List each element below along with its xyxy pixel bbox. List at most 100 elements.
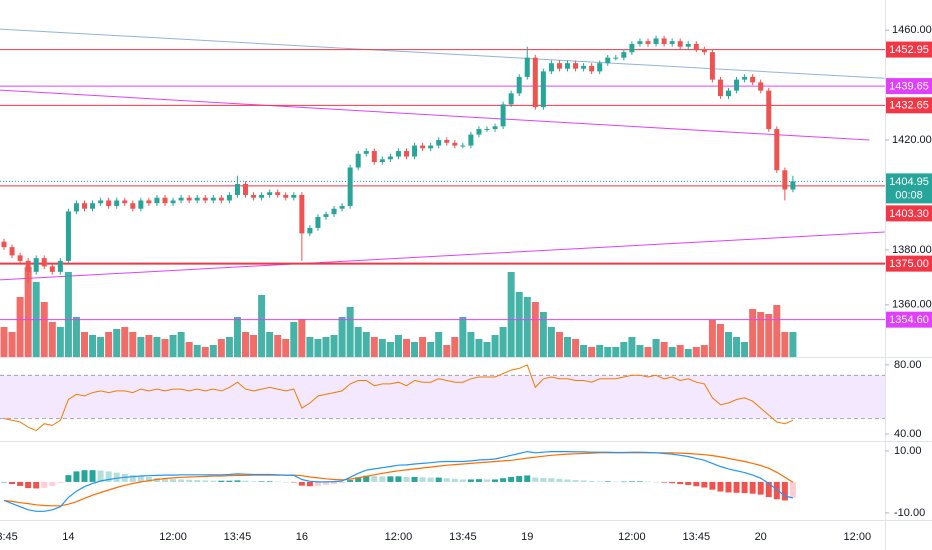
candle-body — [508, 93, 514, 105]
candle-body — [621, 52, 627, 58]
x-tick-label: 12:00 — [159, 531, 187, 543]
macd-histogram-bar — [677, 481, 684, 485]
macd-histogram-bar — [628, 481, 635, 482]
volume-bar — [105, 332, 113, 357]
y-tick-label: 1380.00 — [892, 244, 932, 256]
price-label: 1375.00 — [889, 258, 929, 270]
volume-bar — [169, 335, 177, 357]
candle-body — [717, 79, 723, 97]
volume-bar — [161, 339, 169, 357]
volume-bar — [306, 337, 314, 357]
candle-body — [605, 57, 611, 64]
volume-bar — [338, 317, 346, 357]
trend-line — [0, 89, 870, 141]
candle-body — [790, 181, 796, 190]
volume-bar — [435, 332, 443, 357]
trend-line — [0, 231, 885, 281]
macd-histogram-bar — [387, 476, 394, 482]
candle-body — [774, 129, 780, 171]
x-tick-label: 19 — [521, 531, 533, 543]
candle-body — [243, 183, 248, 195]
candle-body — [484, 129, 490, 131]
volume-bar — [72, 317, 80, 357]
macd-histogram-bar — [298, 481, 305, 486]
candle-body — [186, 197, 192, 201]
macd-histogram-bar — [685, 481, 692, 486]
candle-body — [90, 203, 96, 209]
rsi-tick-label: 80.00 — [894, 359, 922, 371]
volume-bar — [314, 339, 322, 357]
macd-histogram-bar — [145, 476, 152, 482]
macd-histogram-bar — [443, 478, 450, 482]
candle-body — [758, 82, 764, 91]
volume-bar — [386, 342, 394, 357]
macd-histogram-bar — [661, 481, 668, 483]
candle-body — [363, 151, 369, 154]
rsi-tick-label: 40.00 — [894, 428, 922, 440]
macd-histogram-bar — [580, 480, 587, 482]
candle-body — [492, 126, 498, 130]
candle-body — [452, 142, 458, 146]
macd-histogram-bar — [9, 481, 16, 485]
candle-body — [210, 197, 216, 201]
candle-body — [9, 247, 15, 256]
volume-bar — [64, 272, 72, 357]
macd-histogram-bar — [274, 481, 281, 483]
macd-histogram-bar — [49, 481, 56, 486]
candle-body — [82, 203, 87, 209]
candle-body — [218, 197, 224, 201]
macd-histogram-bar — [669, 481, 676, 484]
macd-histogram-bar — [371, 476, 378, 482]
macd-histogram-bar — [162, 478, 168, 482]
macd-histogram-bar — [540, 477, 547, 482]
candle-body — [283, 194, 289, 198]
macd-histogram-bar — [419, 477, 426, 482]
volume-bar — [523, 297, 531, 357]
volume-bar — [394, 335, 402, 357]
candle-body — [637, 41, 643, 44]
price-label-box — [886, 255, 932, 272]
candle-body — [436, 140, 442, 146]
volume-bar — [370, 337, 378, 357]
volume-bar — [48, 322, 56, 357]
macd-histogram-bar — [339, 481, 346, 484]
candle-body — [548, 63, 554, 72]
price-label-box — [886, 78, 932, 95]
candle-body — [387, 156, 393, 160]
macd-tick-label: -10.00 — [894, 507, 925, 519]
axes: 13:45 14 12:00 13:45 16 12:00 13:45 19 12:00 13:4… — [0, 24, 932, 543]
candle-body — [589, 65, 595, 72]
macd-histogram-bar — [709, 481, 716, 490]
volume-bar — [547, 327, 555, 357]
macd-histogram-bar — [596, 481, 603, 482]
macd-line — [3, 450, 794, 512]
volume-bar — [789, 332, 797, 357]
y-tick-label: 1360.00 — [892, 299, 932, 311]
candle-body — [234, 183, 240, 195]
macd-histogram-bar — [355, 477, 362, 482]
volume-bar — [451, 337, 459, 357]
volume-bar — [443, 345, 451, 357]
candle-body — [444, 140, 450, 143]
candle-body — [468, 134, 474, 146]
macd-tick-label: 10.00 — [894, 445, 922, 457]
candle-body — [170, 200, 176, 204]
x-tick-label: 14 — [62, 531, 74, 543]
candle-body — [307, 227, 313, 234]
volume-bar — [725, 332, 732, 357]
volume-bar — [177, 332, 185, 357]
x-tick-label: 13:45 — [449, 531, 477, 543]
macd-histogram-bar — [323, 481, 329, 486]
macd-histogram-bar — [73, 471, 80, 482]
macd-histogram-bar — [178, 479, 185, 482]
candle-body — [428, 145, 434, 149]
volume-bar — [459, 317, 467, 357]
volume-bar — [298, 319, 306, 357]
volume-bar — [660, 342, 668, 357]
macd-histogram-bar — [186, 479, 193, 482]
volume-bar — [258, 295, 266, 357]
candle-body — [17, 255, 23, 261]
candle-body — [162, 197, 168, 204]
volume-bar — [266, 332, 274, 357]
